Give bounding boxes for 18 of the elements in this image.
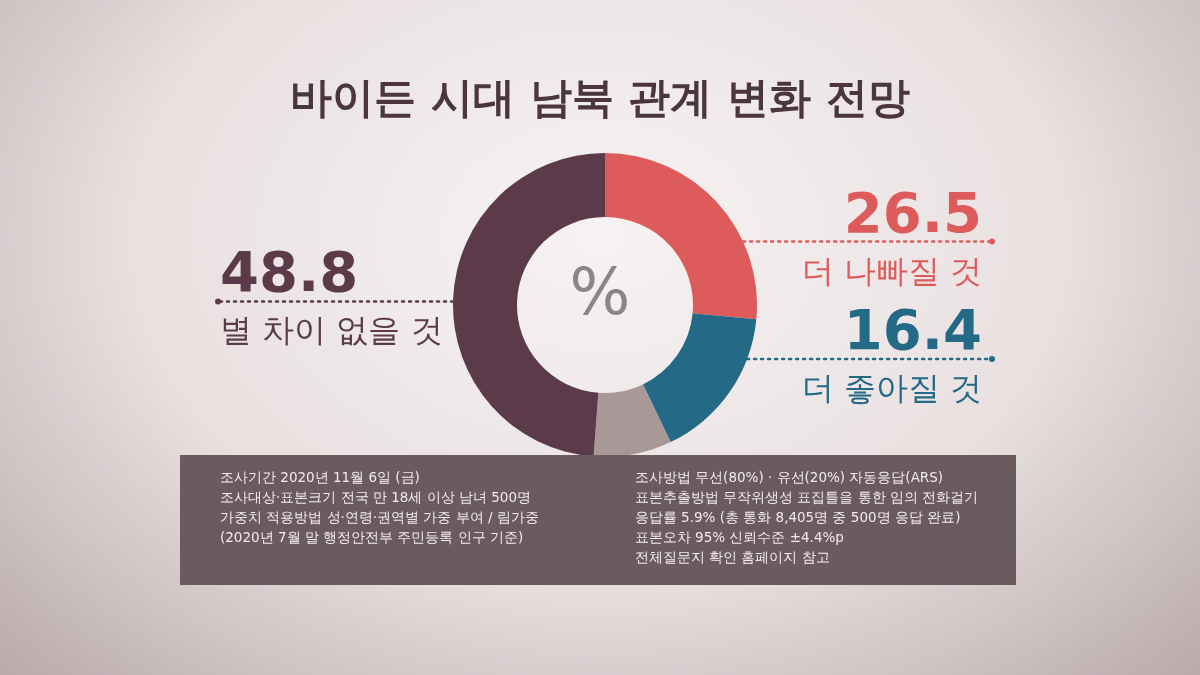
text: 조사대상·표본크기 전국 만 18세 이상 남녀 500명 [220,488,532,507]
text: 전체질문지 확인 홈페이지 참고 [634,548,831,567]
legend-label: 더 좋아질 것 [801,368,982,407]
legend-label: 별 차이 없을 것 [220,311,443,350]
data-label: 48.8 [220,239,359,305]
text: 표본추출방법 무작위생성 표집틀을 통한 임의 전화걸기 [634,488,980,507]
chart-title: 바이든 시대 남북 관계 변화 전망 [289,72,911,124]
text: 응답률 5.9% (총 통화 8,405명 중 500명 응답 완료) [634,508,962,527]
legend-label: 더 나빠질 것 [801,251,982,290]
text: 표본오차 95% 신뢰수준 ±4.4%p [634,528,845,547]
text: 조사기간 2020년 11월 6일 (금) [220,468,421,487]
data-label: 26.5 [843,179,982,245]
text: % [568,255,632,329]
text: (2020년 7월 말 행정안전부 주민등록 인구 기준) [220,528,525,547]
text: 가중치 적용방법 성·연령·권역별 가중 부여 / 림가중 [220,508,540,527]
text: 조사방법 무선(80%) · 유선(20%) 자동응답(ARS) [634,468,945,487]
donut-slice [593,384,671,457]
data-label: 16.4 [843,296,982,362]
